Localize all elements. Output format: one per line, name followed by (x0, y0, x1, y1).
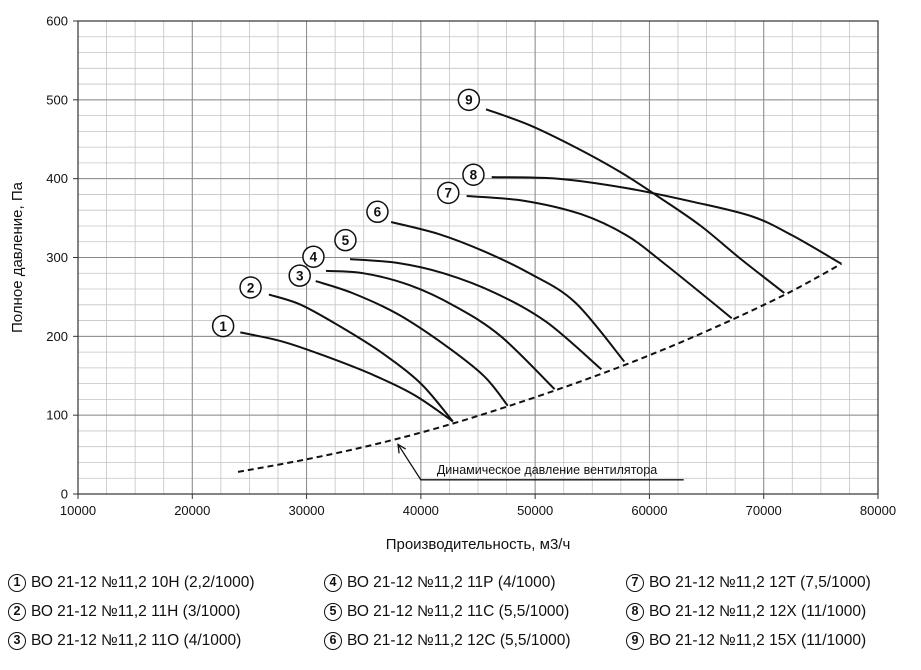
y-tick-label: 300 (46, 250, 68, 265)
legend-item: 1 ВО 21-12 №11,2 10Н (2,2/1000) (8, 573, 324, 592)
series-line-2 (268, 293, 454, 423)
x-tick-label: 30000 (288, 503, 324, 518)
axes (73, 20, 879, 499)
series-line-5 (349, 258, 603, 371)
legend: 1 ВО 21-12 №11,2 10Н (2,2/1000) 4 ВО 21-… (8, 568, 920, 655)
legend-item: 3 ВО 21-12 №11,2 11О (4/1000) (8, 631, 324, 650)
curve-label-circle (457, 88, 481, 112)
curve-label-circle (462, 163, 485, 186)
legend-label: ВО 21-12 №11,2 11Р (4/1000) (347, 573, 556, 591)
legend-number-badge: 2 (8, 602, 26, 621)
legend-label: ВО 21-12 №11,2 10Н (2,2/1000) (31, 573, 255, 591)
legend-item: 2 ВО 21-12 №11,2 11Н (3/1000) (8, 602, 324, 621)
dynamic-pressure-line (237, 262, 842, 473)
annotation: Динамическое давление вентилятора (397, 443, 684, 481)
curve-label-circle (302, 245, 325, 268)
dynamic-pressure-series (237, 262, 842, 473)
series-line-7 (466, 195, 733, 319)
legend-item: 4 ВО 21-12 №11,2 11Р (4/1000) (324, 573, 626, 592)
legend-row: 2 ВО 21-12 №11,2 11Н (3/1000) 5 ВО 21-12… (8, 597, 920, 626)
curve-label-text: 7 (445, 186, 453, 201)
x-tick-label: 50000 (517, 503, 553, 518)
legend-row: 1 ВО 21-12 №11,2 10Н (2,2/1000) 4 ВО 21-… (8, 568, 920, 597)
series-lines (240, 108, 842, 423)
y-tick-label: 200 (46, 329, 68, 344)
curve-label-text: 4 (310, 250, 318, 265)
legend-number-badge: 9 (626, 631, 644, 650)
curve-number-labels: 1 2 34 5 6 7 8 9 (211, 88, 485, 338)
curve-label-circle (366, 200, 389, 224)
y-tick-label: 100 (46, 408, 68, 423)
legend-item: 7 ВО 21-12 №11,2 12Т (7,5/1000) (626, 573, 920, 592)
y-tick-label: 0 (61, 487, 68, 502)
legend-row: 3 ВО 21-12 №11,2 11О (4/1000) 6 ВО 21-12… (8, 626, 920, 655)
legend-number-badge: 4 (324, 573, 342, 592)
y-tick-label: 500 (46, 92, 68, 107)
curve-label-text: 6 (374, 205, 382, 220)
y-tick-label: 400 (46, 171, 68, 186)
legend-number-badge: 7 (626, 573, 644, 592)
legend-label: ВО 21-12 №11,2 12Т (7,5/1000) (649, 573, 871, 591)
curve-label-circle (239, 276, 262, 299)
series-line-9 (485, 108, 785, 294)
legend-label: ВО 21-12 №11,2 11С (5,5/1000) (347, 602, 570, 620)
legend-number-badge: 5 (324, 602, 342, 621)
annotation-leader (397, 443, 684, 481)
legend-label: ВО 21-12 №11,2 12Х (11/1000) (649, 602, 867, 620)
annotation-label: Динамическое давление вентилятора (437, 463, 657, 477)
curve-label-circle (437, 181, 460, 205)
legend-label: ВО 21-12 №11,2 11Н (3/1000) (31, 602, 241, 620)
legend-number-badge: 8 (626, 602, 644, 621)
series-line-1 (240, 331, 454, 423)
curve-label-text: 8 (470, 168, 478, 183)
x-tick-labels: 10000 20000 30000 40000 50000 60000 70000 80000 (60, 503, 896, 518)
x-tick-label: 10000 (60, 503, 96, 518)
x-tick-label: 80000 (860, 503, 896, 518)
series-line-3 (315, 280, 509, 407)
curve-label-text: 5 (342, 233, 350, 248)
curve-label-text: 9 (465, 93, 473, 108)
series-line-8 (491, 176, 842, 265)
legend-item: 5 ВО 21-12 №11,2 11С (5,5/1000) (324, 602, 626, 621)
x-tick-label: 20000 (174, 503, 210, 518)
x-tick-label: 40000 (403, 503, 439, 518)
legend-item: 8 ВО 21-12 №11,2 12Х (11/1000) (626, 602, 920, 621)
legend-label: ВО 21-12 №11,2 11О (4/1000) (31, 631, 242, 649)
curve-label-circle (211, 314, 235, 338)
legend-label: ВО 21-12 №11,2 15Х (11/1000) (649, 631, 867, 649)
curve-label-circle (288, 264, 311, 287)
legend-number-badge: 3 (8, 631, 26, 650)
y-tick-labels: 0 100 200 300 400 500 600 (46, 14, 68, 502)
legend-item: 6 ВО 21-12 №11,2 12С (5,5/1000) (324, 631, 626, 650)
series-line-6 (390, 221, 626, 363)
series-line-4 (325, 269, 556, 390)
legend-number-badge: 6 (324, 631, 342, 650)
legend-item: 9 ВО 21-12 №11,2 15Х (11/1000) (626, 631, 920, 650)
fan-performance-chart: 10000 20000 30000 40000 50000 60000 70000 80000… (9, 14, 896, 554)
legend-number-badge: 1 (8, 573, 26, 592)
curve-label-text: 1 (219, 319, 227, 334)
curve-label-text: 3 (296, 268, 304, 283)
x-axis-label: Производительность, м3/ч (386, 536, 571, 553)
curve-label-circle (334, 228, 357, 252)
legend-label: ВО 21-12 №11,2 12С (5,5/1000) (347, 631, 571, 649)
annotation-arrowhead (397, 443, 407, 454)
curve-label-text: 2 (247, 280, 255, 295)
x-tick-label: 60000 (631, 503, 667, 518)
x-tick-label: 70000 (746, 503, 782, 518)
y-tick-label: 600 (46, 14, 68, 29)
y-axis-label: Полное давление, Па (9, 181, 26, 333)
